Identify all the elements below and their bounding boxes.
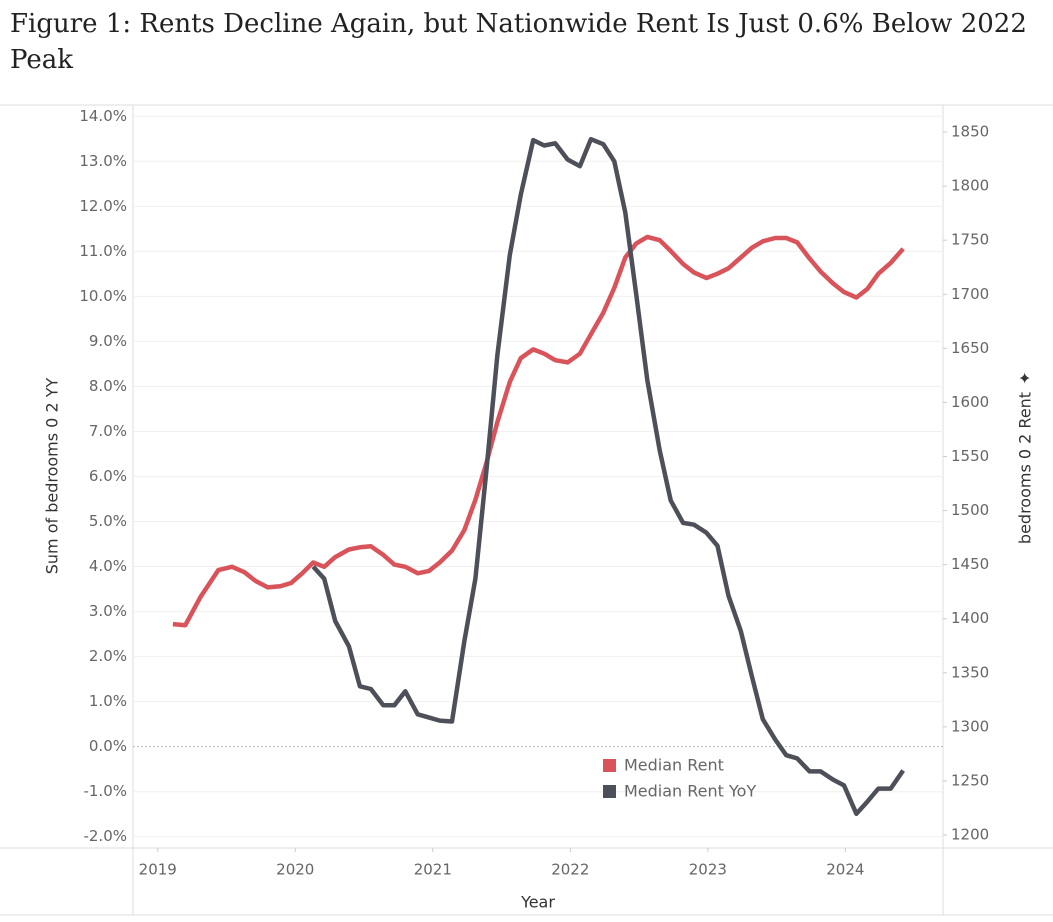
legend-label: Median Rent	[624, 756, 724, 775]
y-tick-label: 4.0%	[89, 557, 127, 575]
y2-tick-label: 1800	[951, 177, 989, 195]
y2-axis-label: bedrooms 0 2 Rent	[1016, 392, 1035, 544]
series-line	[172, 234, 905, 628]
y-tick-label: 14.0%	[79, 107, 127, 125]
x-tick-label: 2020	[276, 861, 314, 879]
y2-tick-label: 1400	[951, 609, 989, 627]
y-tick-label: -2.0%	[83, 827, 127, 845]
legend-swatch	[603, 759, 616, 772]
y2-tick-label: 1600	[951, 393, 989, 411]
x-tick-label: 2022	[551, 861, 589, 879]
y-tick-label: 8.0%	[89, 377, 127, 395]
y-tick-label: 3.0%	[89, 602, 127, 620]
y2-tick-label: 1700	[951, 285, 989, 303]
y-tick-label: 11.0%	[79, 242, 127, 260]
y-tick-label: 10.0%	[79, 287, 127, 305]
x-axis-label: Year	[520, 893, 555, 912]
x-tick-label: 2023	[689, 861, 727, 879]
x-tick-label: 2021	[414, 861, 452, 879]
y2-tick-label: 1450	[951, 555, 989, 573]
y2-tick-label: 1250	[951, 771, 989, 789]
y2-tick-label: 1850	[951, 123, 989, 141]
legend-swatch	[603, 785, 616, 798]
y-tick-label: 2.0%	[89, 647, 127, 665]
chart-title: Figure 1: Rents Decline Again, but Natio…	[10, 9, 1027, 75]
y-tick-label: 12.0%	[79, 197, 127, 215]
y-tick-label: 7.0%	[89, 422, 127, 440]
x-tick-label: 2019	[139, 861, 177, 879]
sort-icon: ✦	[1016, 371, 1035, 384]
legend-label: Median Rent YoY	[624, 782, 756, 801]
x-tick-label: 2024	[826, 861, 864, 879]
y-tick-label: -1.0%	[83, 782, 127, 800]
y-tick-label: 9.0%	[89, 332, 127, 350]
y2-tick-label: 1550	[951, 447, 989, 465]
y-tick-label: 0.0%	[89, 737, 127, 755]
y2-tick-label: 1750	[951, 231, 989, 249]
y-axis-label: Sum of bedrooms 0 2 YY	[43, 378, 62, 575]
y-tick-label: 1.0%	[89, 692, 127, 710]
y2-tick-label: 1350	[951, 663, 989, 681]
y-tick-label: 13.0%	[79, 152, 127, 170]
y2-tick-label: 1500	[951, 501, 989, 519]
y-tick-label: 6.0%	[89, 467, 127, 485]
y-tick-label: 5.0%	[89, 512, 127, 530]
y2-tick-label: 1300	[951, 717, 989, 735]
series-line	[311, 136, 905, 817]
y2-tick-label: 1650	[951, 339, 989, 357]
y2-tick-label: 1200	[951, 826, 989, 844]
